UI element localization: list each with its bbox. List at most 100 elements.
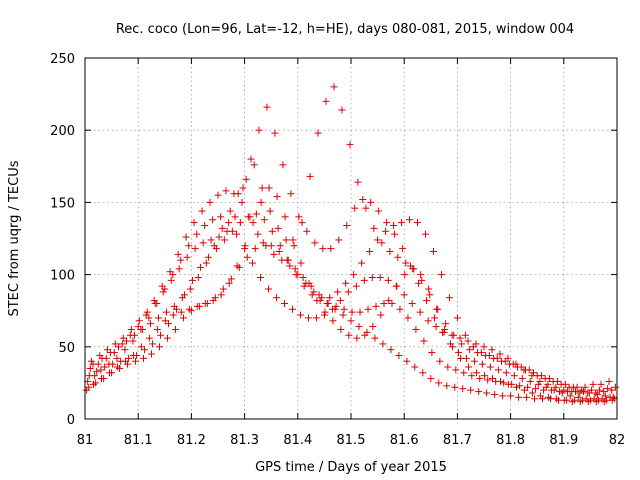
data-point (140, 354, 148, 362)
data-point (207, 236, 215, 244)
data-point (417, 271, 425, 279)
data-point (404, 314, 412, 322)
data-point (91, 372, 99, 380)
data-point (408, 299, 416, 307)
data-point (87, 357, 95, 365)
data-point (234, 190, 242, 198)
data-point (340, 305, 348, 313)
data-point (560, 396, 568, 404)
data-point (241, 245, 249, 253)
data-point (402, 259, 410, 267)
y-tick-label: 0 (67, 413, 75, 428)
data-point (395, 351, 403, 359)
data-point (476, 375, 484, 383)
data-point (294, 271, 302, 279)
data-point (145, 334, 153, 342)
data-point (367, 198, 375, 206)
data-point (355, 323, 363, 331)
data-point (376, 273, 384, 281)
y-tick-labels: 0 50 100 150 200 250 (50, 52, 75, 428)
data-point (209, 216, 217, 224)
data-point (170, 302, 178, 310)
data-point (330, 83, 338, 91)
data-point (520, 386, 528, 394)
data-point (354, 178, 362, 186)
data-point (154, 314, 162, 322)
data-point (314, 129, 322, 137)
data-point (445, 294, 453, 302)
data-point (443, 382, 451, 390)
data-point (568, 398, 576, 406)
data-point (472, 340, 480, 348)
data-points (83, 83, 619, 406)
data-point (312, 314, 320, 322)
data-point (457, 354, 465, 362)
data-point (89, 360, 97, 368)
data-point (143, 308, 151, 316)
data-point (303, 227, 311, 235)
data-point (611, 383, 619, 391)
data-point (191, 245, 199, 253)
data-point (226, 207, 234, 215)
data-point (175, 265, 183, 273)
data-point (424, 317, 432, 325)
data-point (201, 222, 209, 230)
data-point (378, 239, 386, 247)
data-point (335, 236, 343, 244)
data-point (271, 129, 279, 137)
data-point (498, 357, 506, 365)
data-point (169, 311, 177, 319)
data-point (444, 363, 452, 371)
grid-lines (85, 58, 617, 419)
data-point (401, 271, 409, 279)
data-point (364, 305, 372, 313)
data-point (512, 360, 520, 368)
data-point (416, 308, 424, 316)
chart-title: Rec. coco (Lon=96, Lat=-12, h=HE), days … (116, 22, 574, 37)
data-point (299, 273, 307, 281)
data-point (282, 236, 290, 244)
data-point (436, 357, 444, 365)
data-point (473, 369, 481, 377)
data-point (246, 213, 254, 221)
data-point (589, 380, 597, 388)
data-point (217, 291, 225, 299)
data-point (324, 299, 332, 307)
data-point (86, 364, 94, 372)
data-point (215, 233, 223, 241)
data-point (488, 346, 496, 354)
data-point (320, 311, 328, 319)
data-point (491, 390, 499, 398)
data-point (122, 337, 130, 345)
data-point (138, 325, 146, 333)
data-point (295, 213, 303, 221)
data-point (227, 275, 235, 283)
data-point (603, 385, 611, 393)
data-point (544, 380, 552, 388)
data-point (149, 340, 157, 348)
data-point (420, 337, 428, 345)
data-point (536, 392, 544, 400)
data-point (348, 308, 356, 316)
data-point (384, 276, 392, 284)
data-point (470, 357, 478, 365)
data-point (370, 224, 378, 232)
data-point (247, 155, 255, 163)
data-point (398, 219, 406, 227)
data-point (576, 398, 584, 406)
data-point (486, 363, 494, 371)
data-point (399, 245, 407, 253)
data-point (383, 219, 391, 227)
data-point (243, 253, 251, 261)
data-point (537, 372, 545, 380)
data-point (233, 262, 241, 270)
data-point (148, 350, 155, 358)
data-point (475, 388, 483, 396)
x-tick-label: 81.5 (337, 433, 366, 448)
data-point (103, 346, 111, 354)
data-point (183, 253, 191, 261)
data-point (593, 390, 601, 398)
data-point (297, 259, 305, 267)
data-point (177, 256, 185, 264)
